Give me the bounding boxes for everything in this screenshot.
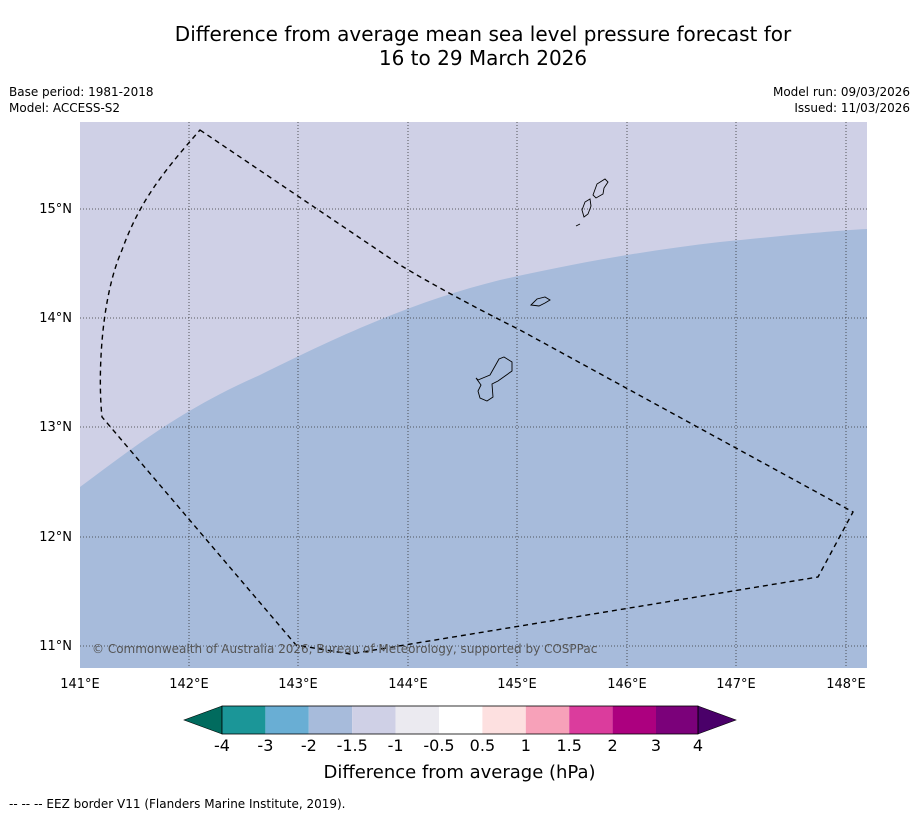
- island-rota: [530, 296, 551, 307]
- lat-label-13: 13°N: [39, 420, 72, 435]
- title-line-2: 16 to 29 March 2026: [378, 46, 588, 70]
- island-saipan: [592, 178, 609, 199]
- colorbar-label-9: 1.5: [556, 736, 581, 755]
- lon-label-148: 148°E: [826, 677, 866, 692]
- title-line-1: Difference from average mean sea level p…: [174, 22, 792, 46]
- colorbar-label-1: -4: [214, 736, 230, 755]
- model-name: Model: ACCESS-S2: [9, 101, 121, 115]
- model-run: Model run: 09/03/2026: [772, 85, 910, 99]
- colorbar-label-2: -3: [257, 736, 273, 755]
- lat-label-12: 12°N: [39, 530, 72, 545]
- issued-date: Issued: 11/03/2026: [794, 101, 910, 115]
- colorbar-label-4: -1.5: [337, 736, 368, 755]
- lon-label-147: 147°E: [716, 677, 756, 692]
- lat-label-15: 15°N: [39, 202, 72, 217]
- colorbar: -4 -3 -2 -1.5 -1 -0.5 0.5 1 1.5 2 3 4: [183, 705, 737, 755]
- colorbar-swatch-4: [352, 706, 396, 734]
- islands: [475, 178, 609, 402]
- colorbar-arrow-low: [183, 705, 223, 735]
- lat-label-11: 11°N: [39, 639, 72, 654]
- colorbar-title: Difference from average (hPa): [323, 762, 596, 783]
- colorbar-swatch-1: [222, 706, 266, 734]
- meta-left: Base period: 1981-2018 Model: ACCESS-S2: [9, 84, 154, 116]
- colorbar-swatch-10: [612, 706, 656, 734]
- colorbar-swatch-7: [482, 706, 526, 734]
- colorbar-swatch-9: [569, 706, 613, 734]
- lon-label-143: 143°E: [278, 677, 318, 692]
- colorbar-swatch-3: [308, 706, 353, 734]
- colorbar-swatch-2: [265, 706, 309, 734]
- island-aguijan: [575, 223, 581, 227]
- colorbar-label-3: -2: [301, 736, 317, 755]
- lat-label-14: 14°N: [39, 311, 72, 326]
- island-guam: [475, 356, 513, 402]
- colorbar-label-12: 4: [693, 736, 703, 755]
- anomaly-region-south: [80, 229, 867, 668]
- map-panel: © Commonwealth of Australia 2026, Bureau…: [80, 122, 867, 668]
- colorbar-label-11: 3: [651, 736, 661, 755]
- colorbar-frame: [221, 705, 699, 735]
- colorbar-swatch-11: [656, 706, 698, 734]
- meta-right: Model run: 09/03/2026 Issued: 11/03/2026: [773, 84, 910, 116]
- colorbar-label-10: 2: [608, 736, 618, 755]
- island-tinian: [581, 198, 592, 218]
- lon-label-146: 146°E: [607, 677, 647, 692]
- lon-label-145: 145°E: [497, 677, 537, 692]
- colorbar-label-7: 0.5: [470, 736, 495, 755]
- copyright-notice: © Commonwealth of Australia 2026, Bureau…: [92, 642, 597, 656]
- graticule: [80, 122, 867, 668]
- colorbar-swatch-6: [439, 706, 483, 734]
- longitude-labels: 141°E 142°E 143°E 144°E 145°E 146°E 147°…: [60, 677, 866, 692]
- latitude-labels: 15°N 14°N 13°N 12°N 11°N: [39, 202, 72, 654]
- colorbar-swatch-8: [525, 706, 570, 734]
- lon-label-141: 141°E: [60, 677, 100, 692]
- map-title: Difference from average mean sea level p…: [0, 22, 919, 70]
- eez-border: [99, 129, 854, 655]
- colorbar-arrow-high: [697, 705, 737, 735]
- colorbar-label-6: -0.5: [423, 736, 454, 755]
- lon-label-142: 142°E: [169, 677, 209, 692]
- colorbar-label-8: 1: [521, 736, 531, 755]
- colorbar-swatch-5: [395, 706, 439, 734]
- eez-footnote: -- -- -- EEZ border V11 (Flanders Marine…: [9, 797, 346, 811]
- colorbar-label-5: -1: [388, 736, 404, 755]
- base-period: Base period: 1981-2018: [9, 85, 154, 99]
- lon-label-144: 144°E: [388, 677, 428, 692]
